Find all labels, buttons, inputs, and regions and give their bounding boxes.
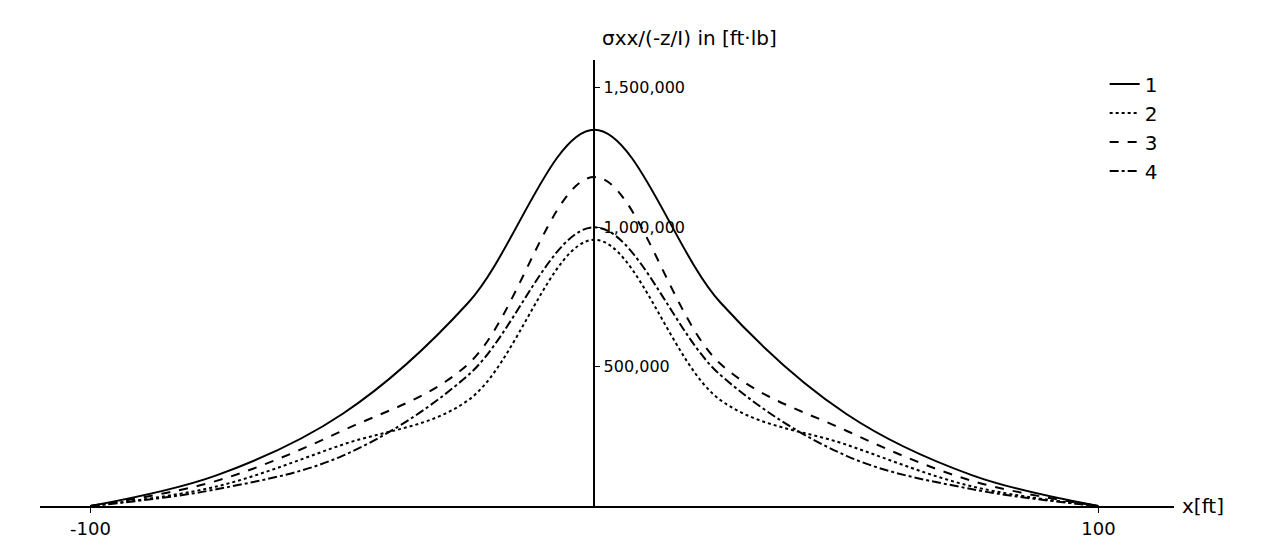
svg-text:1,000,000: 1,000,000 xyxy=(604,218,685,237)
svg-text:500,000: 500,000 xyxy=(604,357,670,376)
svg-text:4: 4 xyxy=(1145,160,1158,184)
svg-text:σxx/(-z/I) in [ft·lb]: σxx/(-z/I) in [ft·lb] xyxy=(602,26,777,50)
svg-text:x[ft]: x[ft] xyxy=(1182,494,1224,518)
svg-text:100: 100 xyxy=(1081,518,1115,539)
svg-text:3: 3 xyxy=(1145,131,1158,155)
svg-text:1,500,000: 1,500,000 xyxy=(604,78,685,97)
svg-text:-100: -100 xyxy=(70,518,111,539)
svg-text:1: 1 xyxy=(1145,73,1158,97)
svg-text:2: 2 xyxy=(1145,102,1158,126)
